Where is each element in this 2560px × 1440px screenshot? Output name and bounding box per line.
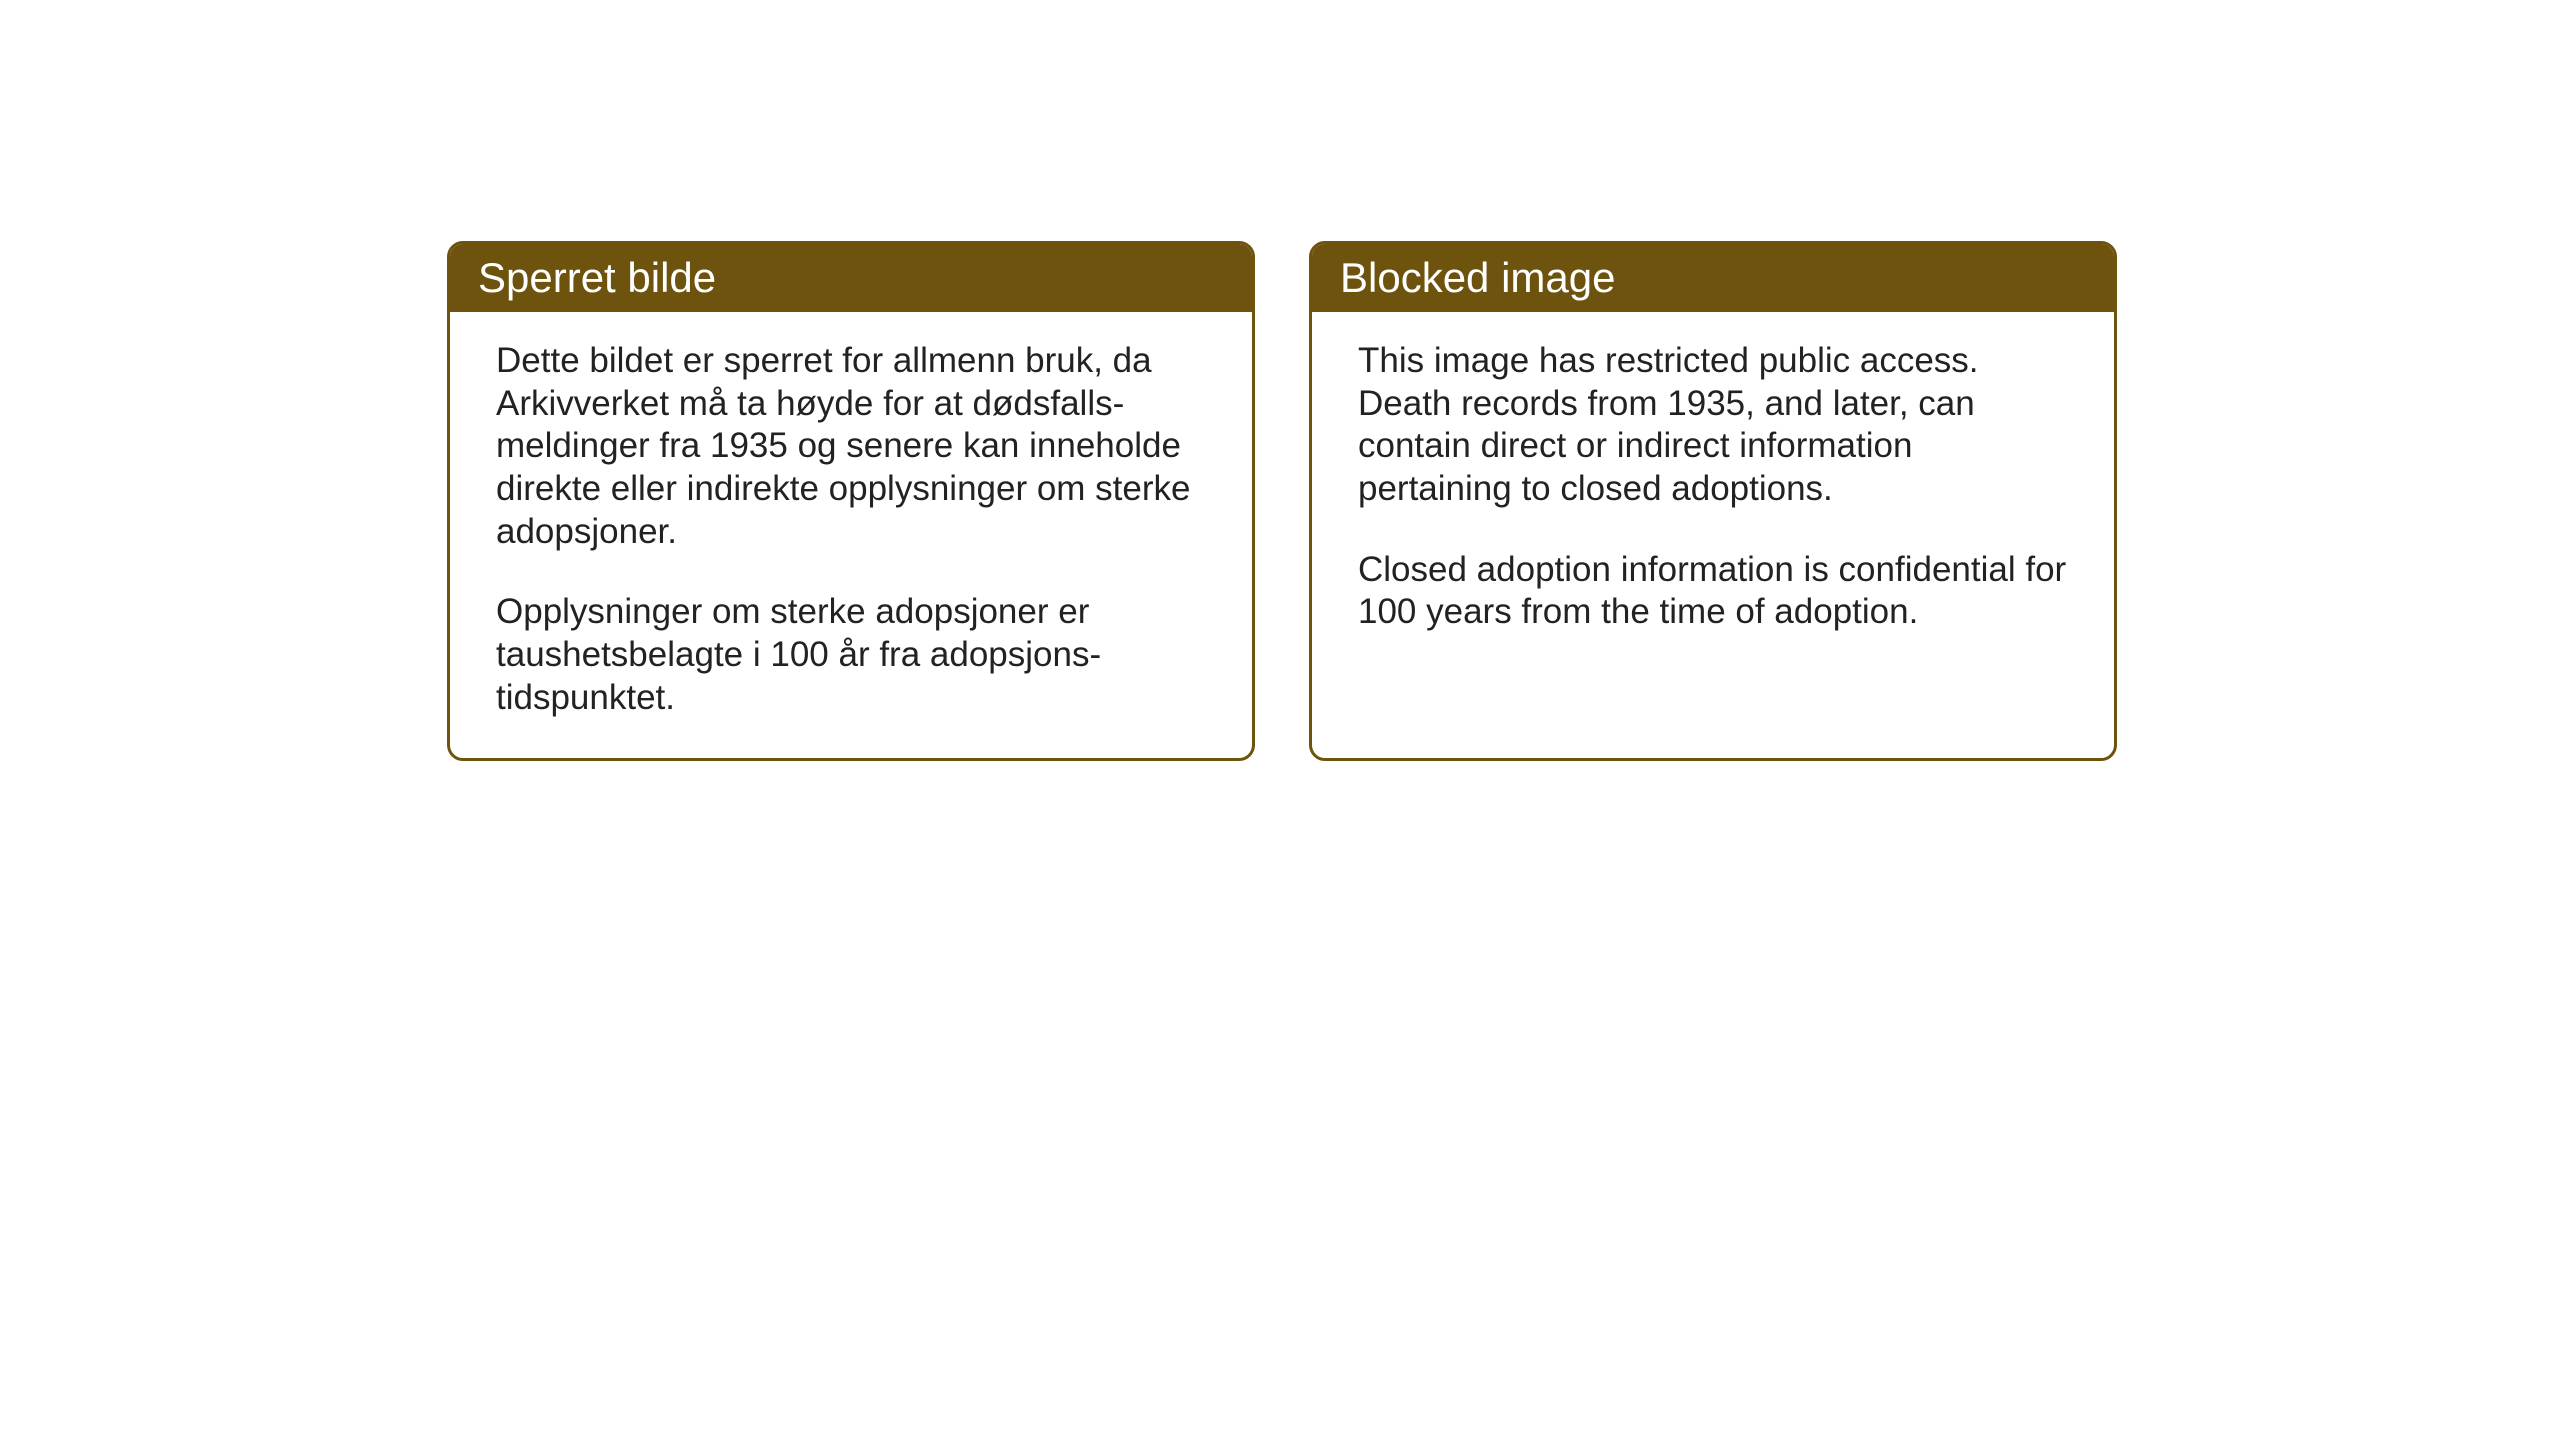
card-paragraph: Dette bildet er sperret for allmenn bruk… [496, 340, 1206, 553]
cards-container: Sperret bilde Dette bildet er sperret fo… [447, 241, 2117, 761]
card-paragraph: This image has restricted public access.… [1358, 340, 2068, 511]
card-header-norwegian: Sperret bilde [450, 244, 1252, 312]
card-body-norwegian: Dette bildet er sperret for allmenn bruk… [450, 312, 1252, 758]
card-title: Sperret bilde [478, 254, 716, 301]
card-paragraph: Opplysninger om sterke adopsjoner er tau… [496, 591, 1206, 719]
card-header-english: Blocked image [1312, 244, 2114, 312]
blocked-image-card-english: Blocked image This image has restricted … [1309, 241, 2117, 761]
blocked-image-card-norwegian: Sperret bilde Dette bildet er sperret fo… [447, 241, 1255, 761]
card-paragraph: Closed adoption information is confident… [1358, 549, 2068, 634]
card-title: Blocked image [1340, 254, 1615, 301]
card-body-english: This image has restricted public access.… [1312, 312, 2114, 672]
